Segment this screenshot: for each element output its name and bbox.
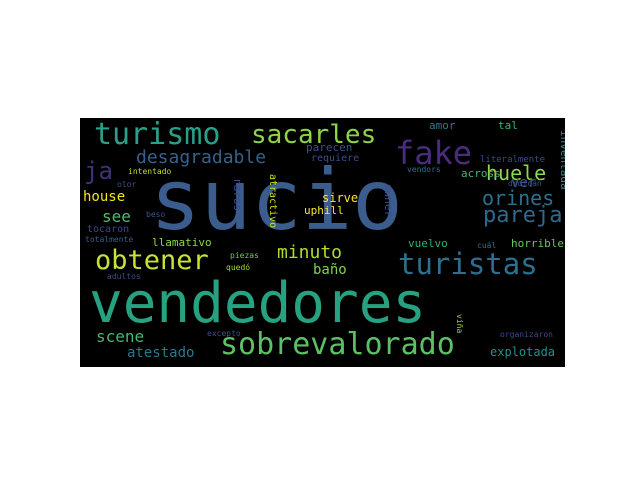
word-intentado: intentado: [128, 167, 172, 176]
word-amor: amor: [429, 119, 456, 132]
word-olor: olor: [117, 180, 137, 189]
word-uphill: uphill: [304, 204, 344, 217]
word-atestado: atestado: [127, 345, 195, 361]
word-house: house: [83, 189, 126, 205]
word-excepto: excepto: [207, 329, 241, 338]
word-viña: viña: [455, 314, 464, 334]
word-scene: scene: [96, 327, 145, 346]
word-raros: raros: [231, 178, 244, 212]
word-orines: orines: [482, 186, 555, 210]
word-desagradable: desagradable: [136, 147, 267, 168]
word-literalmente: literalmente: [480, 155, 546, 165]
word-parecen: parecen: [306, 141, 353, 154]
word-huele: huele: [486, 161, 547, 185]
word-ver: ver: [511, 175, 537, 191]
word-sobrevalorado: sobrevalorado: [220, 327, 455, 362]
word-vendors: vendors: [407, 165, 441, 174]
word-beso: beso: [146, 210, 166, 219]
word-adultos: adultos: [107, 272, 141, 281]
word-requiere: requiere: [311, 153, 360, 164]
word-explotada: explotada: [490, 345, 556, 359]
word-inventada: inventada: [558, 130, 565, 190]
word-across: across: [461, 167, 501, 180]
word-see: see: [102, 207, 131, 226]
word-atractivo: atractivo: [267, 174, 278, 229]
word-vendedores: vendedores: [89, 271, 427, 336]
word-cloud: vendedores sucio sobrevalorado turistas …: [80, 118, 565, 367]
word-totalmente: totalmente: [85, 235, 134, 244]
word-pareja: pareja: [483, 203, 563, 228]
word-dedican: dedican: [508, 179, 542, 188]
word-baño: baño: [313, 262, 347, 278]
word-turistas: turistas: [398, 247, 538, 281]
word-ja: ja: [84, 157, 113, 185]
word-fake: fake: [395, 134, 473, 172]
word-piezas: piezas: [230, 251, 259, 260]
word-sirve: sirve: [322, 191, 359, 205]
word-minuto: minuto: [277, 242, 343, 263]
word-vuelvo: vuelvo: [408, 237, 448, 250]
word-organizaron: organizaron: [500, 330, 553, 339]
word-tocaron: tocaron: [87, 224, 130, 235]
word-owner: owner: [382, 184, 395, 218]
word-tal: tal: [498, 119, 518, 132]
word-horrible: horrible: [511, 237, 564, 250]
word-quedó: quedó: [226, 263, 251, 272]
word-sacarles: sacarles: [251, 120, 377, 150]
word-obtener: obtener: [95, 245, 209, 276]
word-llamativo: llamativo: [152, 236, 212, 249]
word-turismo: turismo: [94, 118, 221, 152]
word-cuál: cuál: [477, 241, 497, 250]
word-sucio: sucio: [150, 151, 403, 249]
